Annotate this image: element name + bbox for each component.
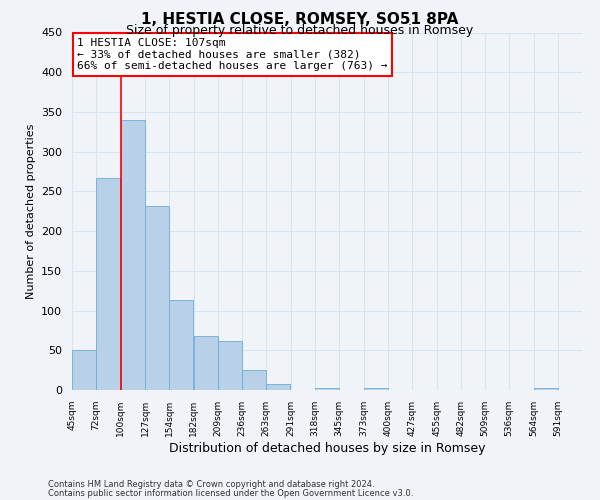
Bar bbox=[218, 340, 242, 390]
Bar bbox=[364, 388, 388, 390]
Text: Size of property relative to detached houses in Romsey: Size of property relative to detached ho… bbox=[127, 24, 473, 37]
Bar bbox=[316, 388, 338, 390]
Bar bbox=[534, 388, 557, 390]
Bar bbox=[169, 300, 193, 390]
Bar bbox=[121, 120, 145, 390]
Text: Contains HM Land Registry data © Crown copyright and database right 2024.: Contains HM Land Registry data © Crown c… bbox=[48, 480, 374, 489]
Bar bbox=[194, 336, 218, 390]
Y-axis label: Number of detached properties: Number of detached properties bbox=[26, 124, 35, 299]
Text: 1 HESTIA CLOSE: 107sqm
← 33% of detached houses are smaller (382)
66% of semi-de: 1 HESTIA CLOSE: 107sqm ← 33% of detached… bbox=[77, 38, 388, 71]
Bar bbox=[266, 384, 290, 390]
Text: Contains public sector information licensed under the Open Government Licence v3: Contains public sector information licen… bbox=[48, 488, 413, 498]
Text: 1, HESTIA CLOSE, ROMSEY, SO51 8PA: 1, HESTIA CLOSE, ROMSEY, SO51 8PA bbox=[142, 12, 458, 28]
Bar bbox=[97, 178, 120, 390]
X-axis label: Distribution of detached houses by size in Romsey: Distribution of detached houses by size … bbox=[169, 442, 485, 454]
Bar bbox=[145, 206, 169, 390]
Bar bbox=[242, 370, 266, 390]
Bar bbox=[73, 350, 95, 390]
